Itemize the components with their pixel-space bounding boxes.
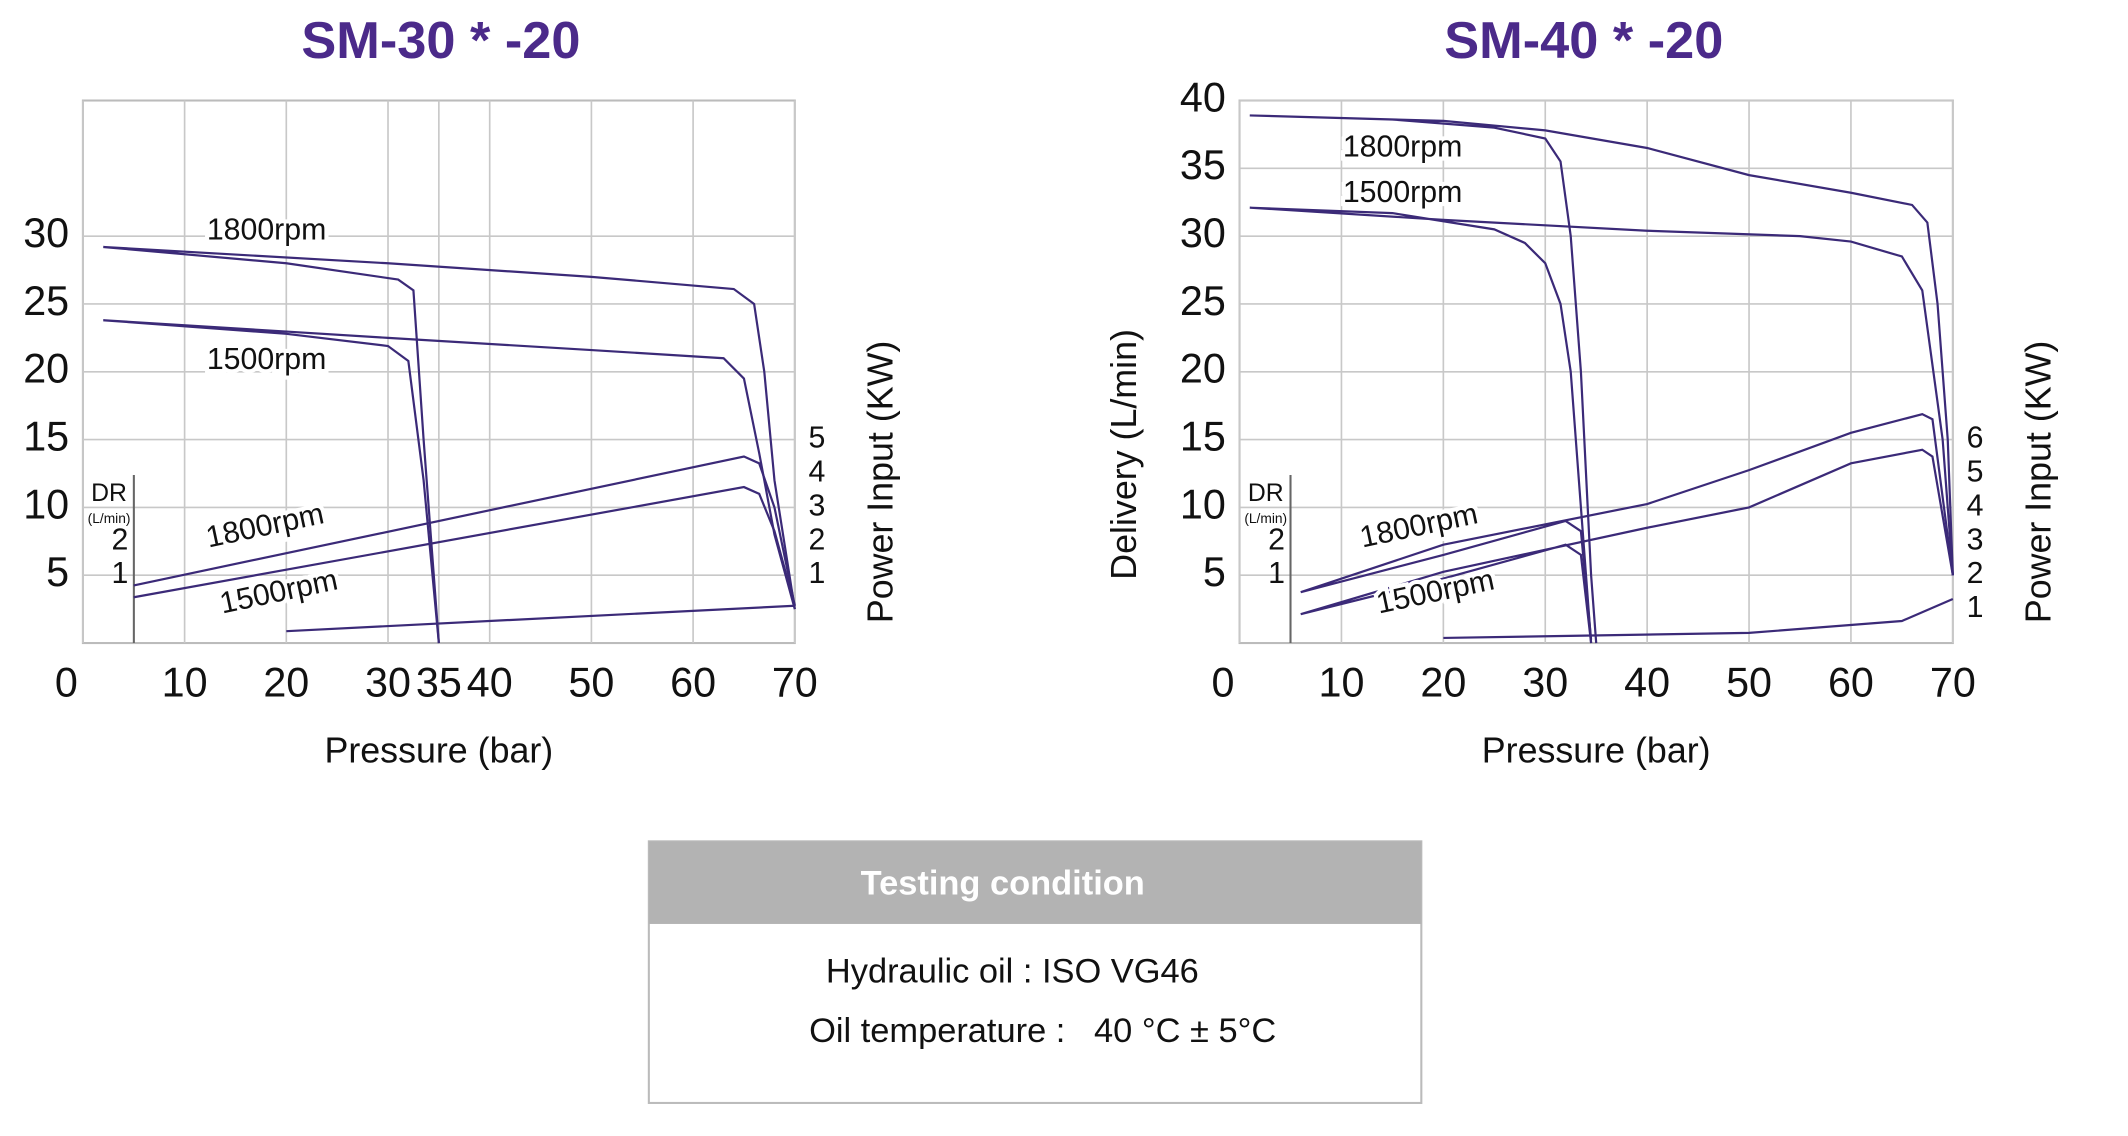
x-tick-label: 60 xyxy=(670,660,716,706)
x-tick-label: 30 xyxy=(1522,660,1568,706)
x-tick-label: 0 xyxy=(1212,660,1235,706)
series-line xyxy=(1249,206,1954,644)
curve-label: 1800rpm xyxy=(203,497,327,554)
dr-label: DR xyxy=(1248,480,1284,507)
y-tick-label: 30 xyxy=(23,210,69,256)
curve-label: 1500rpm xyxy=(207,343,327,376)
table-header xyxy=(648,841,1422,924)
dr-tick-label: 1 xyxy=(112,557,129,590)
dr-unit: (L/min) xyxy=(1244,511,1287,526)
x-tick-label: 50 xyxy=(1726,660,1772,706)
dr-unit: (L/min) xyxy=(88,511,131,526)
y-tick-label: 20 xyxy=(1180,346,1226,392)
chart-title: SM-40 * -20 xyxy=(1444,12,1723,70)
series-line xyxy=(1249,114,1954,644)
x-tick-label: 35 xyxy=(416,660,462,706)
x-tick-label: 40 xyxy=(1624,660,1670,706)
y2-tick-label: 3 xyxy=(809,489,826,522)
y2-tick-label: 2 xyxy=(809,523,826,556)
y-tick-label: 25 xyxy=(1180,278,1226,324)
y-tick-label: 10 xyxy=(23,481,69,527)
table-row: Hydraulic oil : ISO VG46 xyxy=(826,953,1199,991)
x-tick-label: 30 xyxy=(365,660,411,706)
y-tick-label: 20 xyxy=(23,346,69,392)
curve-label: 1800rpm xyxy=(1343,131,1463,164)
y-tick-label: 25 xyxy=(23,278,69,324)
y-tick-label: 5 xyxy=(46,549,69,595)
y2-tick-label: 1 xyxy=(809,557,826,590)
series-line xyxy=(133,455,796,606)
y-tick-label: 15 xyxy=(23,414,69,460)
dr-tick-label: 2 xyxy=(112,523,129,556)
y-tick-label: 15 xyxy=(1180,414,1226,460)
table-title: Testing condition xyxy=(861,864,1145,902)
y2-tick-label: 4 xyxy=(1967,489,1984,522)
y2-axis-label: Power Input (KW) xyxy=(860,341,900,623)
y2-axis-label: Power Input (KW) xyxy=(2018,341,2058,623)
y2-tick-label: 2 xyxy=(1967,557,1984,590)
x-tick-label: 70 xyxy=(1930,660,1976,706)
series-line xyxy=(1300,412,1954,640)
y-tick-label: 5 xyxy=(1203,549,1226,595)
x-tick-label: 40 xyxy=(467,660,513,706)
curve-label: 1800rpm xyxy=(207,213,327,246)
table-row: Oil temperature : 40 °C ± 5°C xyxy=(809,1012,1276,1050)
series-line xyxy=(1300,448,1954,644)
y-axis-label: Delivery (L/min) xyxy=(1104,329,1144,580)
x-tick-label: 70 xyxy=(772,660,818,706)
x-tick-label: 0 xyxy=(55,660,78,706)
y-tick-label: 40 xyxy=(1180,74,1226,120)
x-tick-label: 20 xyxy=(1420,660,1466,706)
chart-title: SM-30 * -20 xyxy=(301,12,580,70)
y2-tick-label: 6 xyxy=(1967,422,1984,455)
y2-tick-label: 5 xyxy=(1967,456,1984,489)
curve-label: 1500rpm xyxy=(1343,176,1463,209)
series-line xyxy=(1443,597,1954,640)
series-line xyxy=(286,604,795,633)
y-tick-label: 10 xyxy=(1180,481,1226,527)
series-line xyxy=(133,485,796,607)
y2-tick-label: 1 xyxy=(1967,591,1984,624)
y-tick-label: 35 xyxy=(1180,142,1226,188)
dr-tick-label: 1 xyxy=(1268,557,1285,590)
y-tick-label: 30 xyxy=(1180,210,1226,256)
y2-tick-label: 4 xyxy=(809,456,826,489)
dr-label: DR xyxy=(91,480,127,507)
curve-label: 1800rpm xyxy=(1357,497,1481,554)
x-tick-label: 10 xyxy=(1318,660,1364,706)
y2-tick-label: 5 xyxy=(809,422,826,455)
x-tick-label: 10 xyxy=(162,660,208,706)
x-tick-label: 50 xyxy=(568,660,614,706)
curve-label: 1500rpm xyxy=(1374,563,1498,620)
series-line xyxy=(103,245,796,644)
x-axis-label: Pressure (bar) xyxy=(1482,731,1711,771)
y2-tick-label: 3 xyxy=(1967,523,1984,556)
x-tick-label: 60 xyxy=(1828,660,1874,706)
x-tick-label: 20 xyxy=(263,660,309,706)
x-axis-label: Pressure (bar) xyxy=(324,731,553,771)
series-line xyxy=(103,319,796,644)
dr-tick-label: 2 xyxy=(1268,523,1285,556)
